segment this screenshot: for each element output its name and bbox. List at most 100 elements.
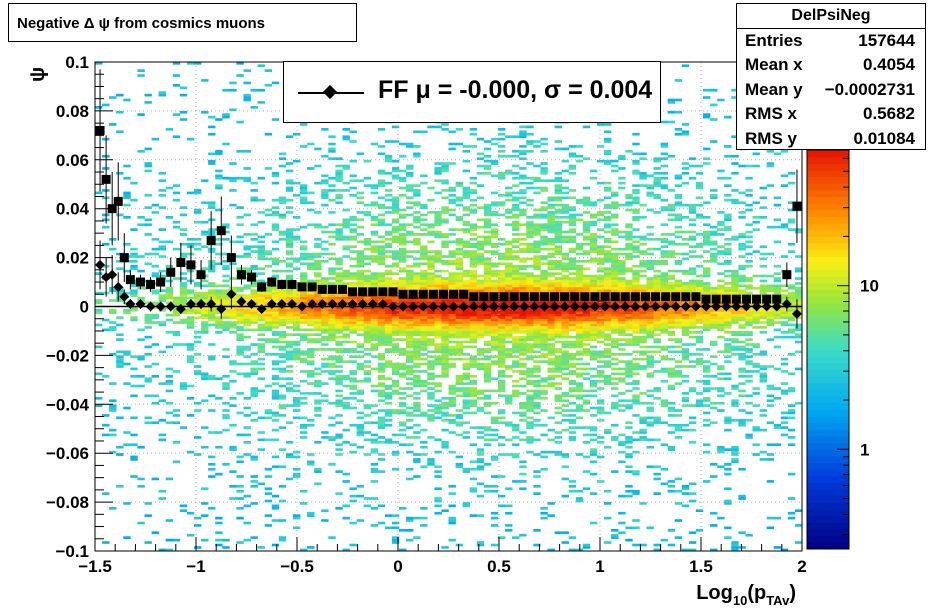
heat-cell: [526, 176, 534, 180]
heat-cell: [611, 164, 619, 168]
heat-cell: [384, 333, 393, 337]
heat-cell: [406, 189, 414, 192]
heat-cell: [540, 240, 548, 244]
heat-cell: [179, 289, 188, 293]
heat-cell: [483, 370, 492, 373]
heat-cell: [363, 438, 372, 442]
heat-cell: [498, 370, 506, 373]
heat-cell: [257, 350, 265, 354]
heat-cell: [222, 304, 230, 307]
heat-cell: [335, 375, 343, 378]
heat-cell: [490, 489, 499, 493]
heat-cell: [349, 230, 357, 234]
heat-cell: [519, 414, 527, 417]
heat-cell: [116, 350, 124, 354]
heat-cell: [561, 367, 569, 371]
heat-cell: [406, 264, 414, 268]
heat-cell: [512, 411, 520, 415]
heat-cell: [646, 284, 654, 288]
heat-cell: [363, 211, 372, 214]
heat-cell: [130, 416, 138, 420]
heat-cell: [222, 311, 230, 315]
heat-cell: [278, 519, 287, 522]
heat-cell: [285, 353, 294, 356]
heat-cell: [420, 218, 428, 222]
heat-cell: [250, 475, 258, 478]
heat-cell: [483, 154, 492, 158]
heat-cell: [370, 279, 379, 283]
heat-cell: [243, 521, 251, 525]
heat-cell: [130, 316, 138, 319]
heat-cell: [667, 543, 676, 547]
heat-cell: [144, 93, 152, 97]
heat-cell: [271, 291, 280, 295]
heat-cell: [349, 277, 357, 280]
heat-cell: [307, 306, 315, 310]
heat-cell: [575, 201, 584, 205]
heat-cell: [646, 365, 654, 368]
heat-cell: [363, 453, 372, 456]
heat-cell: [589, 240, 598, 244]
heat-cell: [186, 291, 195, 295]
heat-cell: [533, 277, 541, 280]
heat-cell: [646, 526, 654, 530]
heat-cell: [300, 401, 308, 405]
heat-cell: [102, 375, 110, 378]
heat-cell: [618, 308, 626, 312]
heat-cell: [533, 379, 541, 383]
heat-cell: [116, 93, 124, 97]
heat-cell: [413, 353, 421, 356]
heat-cell: [356, 308, 364, 312]
heat-cell: [208, 162, 216, 165]
heat-cell: [512, 328, 520, 332]
heat-cell: [179, 86, 188, 90]
heat-cell: [130, 308, 138, 312]
heat-cell: [342, 238, 350, 241]
heat-cell: [498, 257, 506, 261]
heat-cell: [505, 289, 513, 293]
heat-cell: [406, 223, 414, 227]
heat-cell: [102, 225, 110, 229]
heat-cell: [540, 340, 548, 344]
heat-cell: [229, 277, 237, 280]
heat-cell: [469, 331, 478, 334]
heat-cell: [406, 311, 414, 315]
heat-cell: [632, 240, 640, 244]
heat-cell: [250, 353, 258, 356]
heat-cell: [434, 487, 442, 491]
heat-cell: [342, 272, 350, 275]
heat-cell: [505, 453, 513, 456]
heat-cell: [618, 331, 626, 334]
heat-cell: [370, 308, 379, 312]
heat-cell: [441, 338, 449, 341]
heat-cell: [639, 438, 647, 442]
heat-cell: [575, 406, 584, 410]
heat-cell: [307, 511, 315, 515]
heat-cell: [391, 467, 400, 471]
heat-cell: [476, 321, 485, 324]
heat-cell: [236, 362, 244, 366]
heat-cell: [384, 397, 393, 400]
heat-cell: [597, 277, 605, 280]
heat-cell: [144, 164, 152, 168]
heat-cell: [271, 321, 280, 324]
heat-cell: [653, 328, 661, 332]
heat-cell: [236, 348, 244, 351]
heat-cell: [540, 208, 548, 212]
heat-cell: [123, 362, 131, 366]
heat-cell: [540, 169, 548, 173]
heat-cell: [413, 130, 421, 134]
heat-cell: [554, 331, 562, 334]
heat-cell: [321, 194, 329, 197]
heat-cell: [625, 445, 633, 449]
heat-cell: [533, 406, 541, 410]
heat-cell: [349, 423, 357, 427]
heat-cell: [512, 255, 520, 258]
heat-cell: [611, 284, 619, 288]
heat-cell: [533, 350, 541, 354]
heat-cell: [625, 306, 633, 310]
heat-cell: [243, 150, 251, 153]
heat-cell: [490, 355, 499, 359]
heat-cell: [554, 397, 562, 400]
heat-cell: [575, 274, 584, 278]
